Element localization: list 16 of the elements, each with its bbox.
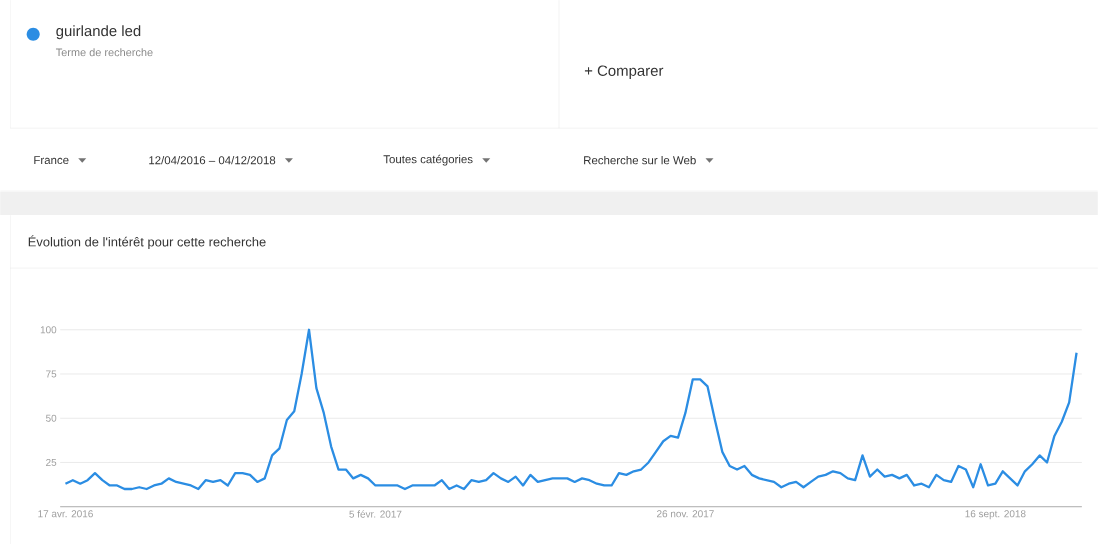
text: + Comparer [584, 65, 664, 79]
x-tick-label: 16 sept. 2018 [965, 510, 1026, 520]
chart-subtitle: Terme de recherche [55, 48, 153, 57]
text: France [34, 156, 69, 165]
chart-title: Évolution de l'intérêt pour cette recherche [28, 235, 266, 249]
text: 12/04/2016 – 04/12/2018 [149, 155, 276, 165]
y-tick-label: 50 [46, 414, 57, 422]
text: Toutes catégories [383, 154, 473, 166]
y-tick-label: 100 [40, 326, 57, 334]
x-tick-label: 26 nov. 2017 [657, 510, 714, 518]
y-tick-label: 75 [46, 370, 57, 378]
text: Recherche sur le Web [584, 155, 696, 165]
x-tick-label: 17 avr. 2016 [38, 510, 93, 518]
legend-label: guirlande led [56, 25, 141, 40]
x-tick-label: 5 févr. 2017 [349, 510, 402, 518]
y-tick-label: 25 [46, 458, 57, 466]
